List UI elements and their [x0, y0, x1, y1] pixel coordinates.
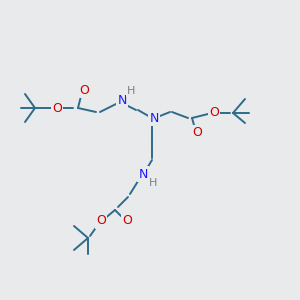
Text: O: O [209, 106, 219, 118]
Text: N: N [117, 94, 127, 106]
Text: O: O [96, 214, 106, 227]
Text: O: O [192, 127, 202, 140]
Text: O: O [52, 101, 62, 115]
Text: O: O [122, 214, 132, 227]
Text: N: N [149, 112, 159, 124]
Text: N: N [138, 167, 148, 181]
Text: O: O [79, 83, 89, 97]
Text: H: H [127, 86, 135, 96]
Text: H: H [149, 178, 157, 188]
